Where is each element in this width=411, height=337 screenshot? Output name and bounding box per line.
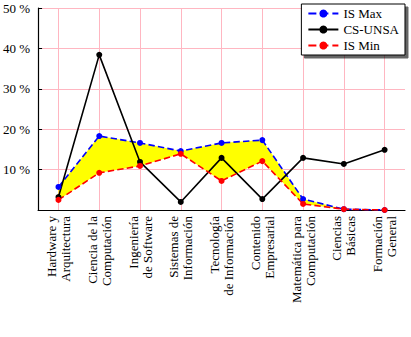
- svg-text:Arquitectura: Arquitectura: [58, 216, 73, 282]
- svg-text:20 %: 20 %: [3, 122, 30, 137]
- svg-text:Empresarial: Empresarial: [262, 216, 277, 279]
- svg-text:Sistemas de: Sistemas de: [166, 216, 181, 278]
- svg-text:Ciencia de la: Ciencia de la: [85, 216, 100, 284]
- svg-text:IS Min: IS Min: [343, 38, 380, 53]
- svg-text:30 %: 30 %: [3, 81, 30, 96]
- svg-text:de Información: de Información: [221, 216, 236, 296]
- svg-text:Formación: Formación: [370, 216, 385, 273]
- svg-text:40 %: 40 %: [3, 41, 30, 56]
- svg-text:General: General: [384, 216, 399, 258]
- svg-text:Ingeniería: Ingeniería: [126, 216, 141, 269]
- svg-text:Computación: Computación: [99, 216, 114, 287]
- svg-text:IS Max: IS Max: [343, 6, 382, 21]
- svg-text:CS-UNSA: CS-UNSA: [343, 22, 399, 37]
- svg-text:Información: Información: [180, 216, 195, 281]
- svg-text:Matemática para: Matemática para: [289, 216, 304, 303]
- svg-text:Ciencias: Ciencias: [329, 216, 344, 261]
- svg-text:Tecnología: Tecnología: [207, 216, 222, 274]
- svg-text:50 %: 50 %: [3, 1, 30, 16]
- svg-text:Computación: Computación: [303, 216, 318, 287]
- svg-text:10 %: 10 %: [3, 162, 30, 177]
- svg-text:Contenido: Contenido: [248, 216, 263, 270]
- svg-text:Básicas: Básicas: [343, 216, 358, 256]
- svg-text:de Software: de Software: [140, 216, 155, 279]
- svg-text:Hardware y: Hardware y: [44, 216, 59, 277]
